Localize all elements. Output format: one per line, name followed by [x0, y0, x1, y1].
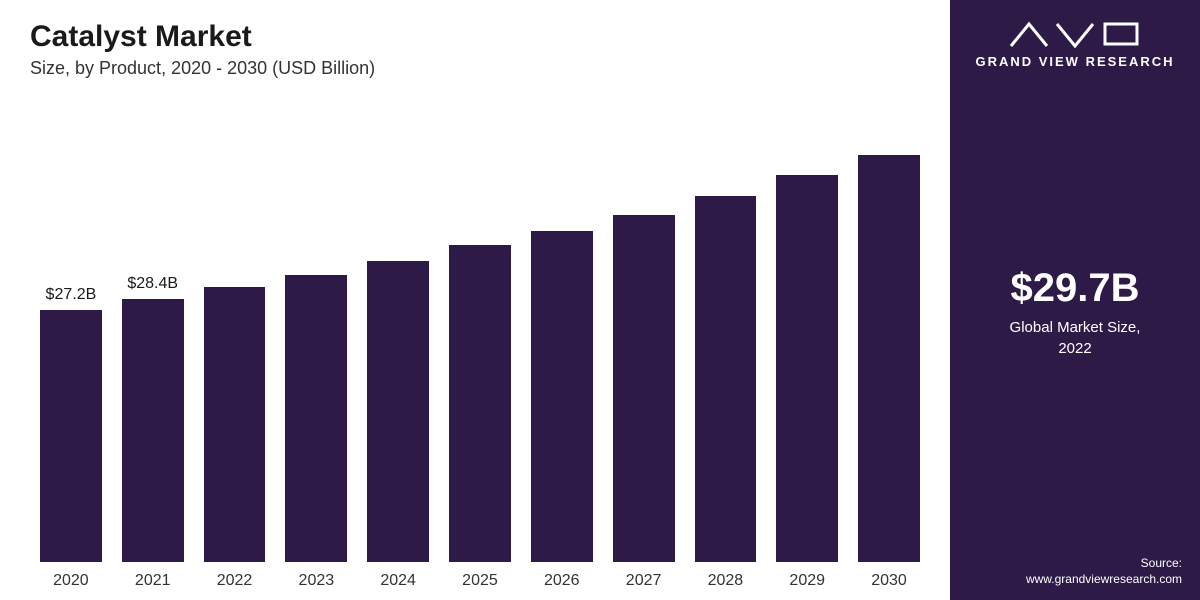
chart-title: Catalyst Market: [30, 20, 930, 54]
metric-label-1: Global Market Size,: [968, 317, 1182, 338]
main-area: Catalyst Market Size, by Product, 2020 -…: [0, 0, 950, 600]
bar: [122, 299, 184, 562]
bar: [204, 287, 266, 562]
metric-label-2: 2022: [968, 338, 1182, 359]
bar-col: [449, 99, 511, 562]
x-tick: 2020: [40, 572, 102, 590]
bar-col: [531, 99, 593, 562]
logo-text: GRAND VIEW RESEARCH: [975, 54, 1174, 69]
bar: [695, 196, 757, 562]
bar-col: [285, 99, 347, 562]
x-tick: 2030: [858, 572, 920, 590]
metric-block: $29.7B Global Market Size, 2022: [968, 266, 1182, 359]
bar: [367, 261, 429, 562]
metric-value: $29.7B: [968, 266, 1182, 311]
source-url: www.grandviewresearch.com: [968, 572, 1182, 586]
x-tick: 2022: [204, 572, 266, 590]
x-axis: 2020 2021 2022 2023 2024 2025 2026 2027 2028 2029…: [30, 562, 930, 590]
chart-subtitle: Size, by Product, 2020 - 2030 (USD Billi…: [30, 58, 930, 79]
bar-col: [858, 99, 920, 562]
bar-col: [695, 99, 757, 562]
x-tick: 2023: [285, 572, 347, 590]
bar: [776, 175, 838, 562]
x-tick: 2021: [122, 572, 184, 590]
bar: [40, 310, 102, 562]
x-tick: 2025: [449, 572, 511, 590]
x-tick: 2024: [367, 572, 429, 590]
bar: [531, 231, 593, 563]
bar-value-label: $27.2B: [46, 286, 97, 304]
bar-col: [204, 99, 266, 562]
bar-value-label: $28.4B: [127, 275, 178, 293]
x-tick: 2029: [776, 572, 838, 590]
bar: [613, 215, 675, 562]
source-block: Source: www.grandviewresearch.com: [968, 556, 1182, 586]
chart-header: Catalyst Market Size, by Product, 2020 -…: [30, 20, 930, 79]
chart-wrap: $27.2B$28.4B 202020212022202320242025202…: [30, 99, 930, 590]
x-tick: 2028: [695, 572, 757, 590]
bar-col: $27.2B: [40, 99, 102, 562]
bar-col: $28.4B: [122, 99, 184, 562]
bar: [858, 155, 920, 562]
brand-logo: GRAND VIEW RESEARCH: [968, 20, 1182, 69]
x-tick: 2027: [613, 572, 675, 590]
side-panel: GRAND VIEW RESEARCH $29.7B Global Market…: [950, 0, 1200, 600]
bar-col: [367, 99, 429, 562]
bar-chart: $27.2B $28.4B: [30, 99, 930, 562]
x-tick: 2026: [531, 572, 593, 590]
bar: [285, 275, 347, 562]
bar-col: [613, 99, 675, 562]
bar-col: [776, 99, 838, 562]
logo-icon: [1009, 20, 1141, 48]
bar: [449, 245, 511, 562]
source-label: Source:: [968, 556, 1182, 570]
